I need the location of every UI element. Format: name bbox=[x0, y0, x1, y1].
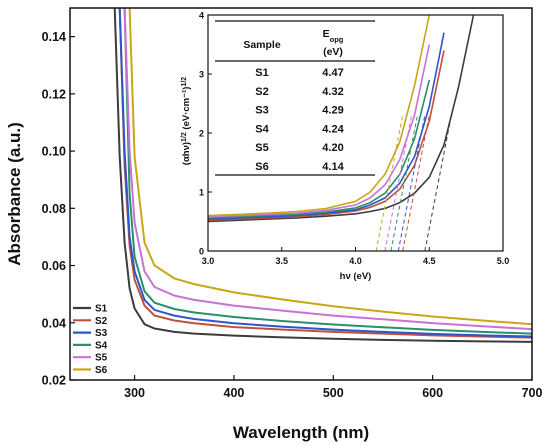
table-cell-sample: S4 bbox=[255, 123, 269, 135]
table-cell-sample: S6 bbox=[255, 161, 268, 173]
table-cell-bandgap: 4.24 bbox=[322, 123, 344, 135]
inset-tangent-s4 bbox=[390, 115, 418, 251]
table-head-sample: Sample bbox=[243, 39, 281, 51]
table-head-eopg: Eopg bbox=[323, 28, 344, 44]
main-x-tick-label: 700 bbox=[522, 386, 543, 400]
main-plot: 300 400 500 600 700 0.02 0.04 0.06 0.08 0.10 0.12 0… bbox=[5, 7, 543, 442]
table-head-eopg-main: E bbox=[323, 28, 330, 40]
inset-series-line-s5 bbox=[208, 44, 431, 218]
table-head-unit: (eV) bbox=[323, 46, 343, 58]
legend-label-s5: S5 bbox=[95, 353, 108, 364]
table-cell-bandgap: 4.14 bbox=[322, 161, 344, 173]
inset-x-axis-title: hν (eV) bbox=[340, 271, 372, 282]
table-cell-bandgap: 4.47 bbox=[322, 67, 343, 79]
table-cell-sample: S3 bbox=[255, 105, 268, 117]
table-cell-bandgap: 4.29 bbox=[322, 105, 343, 117]
legend-label-s2: S2 bbox=[95, 316, 108, 327]
inset-y-tick-label: 2 bbox=[199, 129, 204, 139]
table-cell-bandgap: 4.32 bbox=[322, 86, 343, 98]
inset-series-line-s1 bbox=[208, 15, 475, 223]
legend-label-s4: S4 bbox=[95, 340, 108, 351]
inset-tangent-s6 bbox=[375, 115, 404, 251]
main-x-tick-label: 500 bbox=[323, 386, 344, 400]
inset-y-axis-title: (αhν)1/2 (eV·cm⁻¹)1/2 bbox=[181, 77, 193, 166]
main-series-line-s2 bbox=[118, 8, 532, 339]
main-y-tick-label: 0.06 bbox=[42, 259, 66, 273]
inset-series-line-s6 bbox=[208, 15, 431, 217]
inset-x-tick-label: 3.0 bbox=[202, 256, 215, 266]
main-y-tick-label: 0.08 bbox=[42, 202, 66, 216]
main-x-axis-title: Wavelength (nm) bbox=[233, 423, 369, 442]
table-cell-sample: S5 bbox=[255, 142, 268, 154]
inset-y-tick-label: 1 bbox=[199, 188, 204, 198]
table-cell-bandgap: 4.20 bbox=[322, 142, 343, 154]
inset-y-title-exponent: 1/2 bbox=[181, 132, 188, 142]
inset-x-tick-label: 4.0 bbox=[349, 256, 362, 266]
inset-tangent-s1 bbox=[424, 115, 452, 251]
main-x-tick-label: 400 bbox=[224, 386, 245, 400]
main-y-tick-label: 0.10 bbox=[42, 145, 66, 159]
inset-y-title-part: (αhν) bbox=[181, 142, 192, 165]
inset-x-tick-label: 4.5 bbox=[423, 256, 436, 266]
inset-y-title-part: (eV·cm⁻¹) bbox=[181, 87, 192, 133]
main-series-line-s4 bbox=[123, 8, 532, 335]
main-plot-frame bbox=[69, 7, 533, 381]
table-cell-sample: S1 bbox=[255, 67, 268, 79]
table-cell-sample: S2 bbox=[255, 86, 268, 98]
inset-tangent-s2 bbox=[402, 115, 430, 251]
main-y-tick-label: 0.14 bbox=[42, 30, 66, 44]
bandgap-table: Sample Eopg (eV) S1 4.47 S2 4.32 S3 4.29 S4 4.24 S5… bbox=[215, 20, 375, 176]
inset-y-title-exponent: 1/2 bbox=[181, 77, 188, 87]
main-series-line-s3 bbox=[118, 8, 532, 338]
inset-x-tick-label: 5.0 bbox=[497, 256, 510, 266]
inset-y-tick-label: 0 bbox=[199, 247, 204, 257]
main-x-tick-label: 300 bbox=[124, 386, 145, 400]
inset-x-tick-label: 3.5 bbox=[275, 256, 288, 266]
legend-label-s1: S1 bbox=[95, 304, 108, 315]
table-head-eopg-subscript: opg bbox=[330, 35, 344, 44]
main-x-tick-label: 600 bbox=[422, 386, 443, 400]
inset-series-line-s4 bbox=[208, 79, 431, 219]
legend-label-s6: S6 bbox=[95, 365, 108, 376]
inset-y-tick-label: 4 bbox=[199, 11, 204, 21]
inset-series-line-s3 bbox=[208, 32, 445, 220]
main-series-line-s6 bbox=[128, 8, 532, 326]
main-y-axis-title: Absorbance (a.u.) bbox=[5, 122, 24, 266]
main-y-tick-label: 0.12 bbox=[42, 87, 66, 101]
main-y-tick-label: 0.04 bbox=[42, 316, 66, 330]
main-series-line-s5 bbox=[123, 8, 532, 331]
inset-y-tick-label: 3 bbox=[199, 70, 204, 80]
legend-label-s3: S3 bbox=[95, 328, 108, 339]
main-y-tick-label: 0.02 bbox=[42, 374, 66, 388]
main-series-line-s1 bbox=[113, 8, 532, 343]
